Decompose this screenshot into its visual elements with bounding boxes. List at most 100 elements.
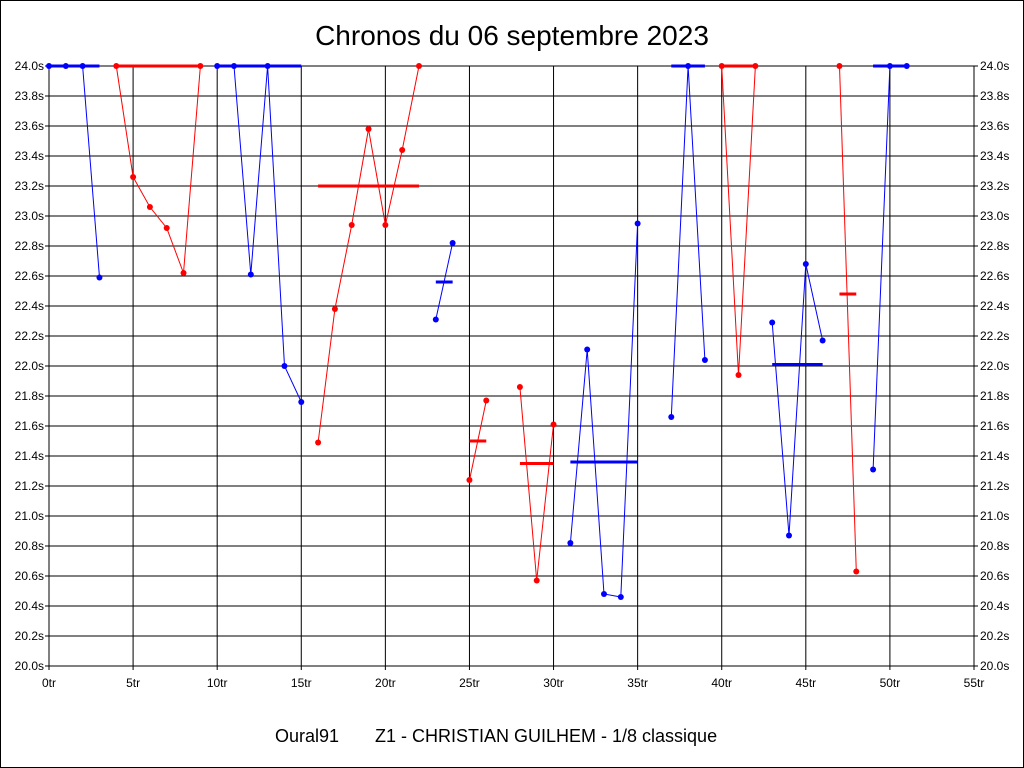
blue-data-point: [903, 63, 910, 69]
y-tick-label-right: 23.4s: [980, 149, 1009, 163]
tick-labels: 20.0s 20.0s 20.2s 20.2s 20.4s 20.4s 20.6s 20.6s…: [15, 59, 1010, 690]
y-tick-label-right: 22.8s: [980, 239, 1009, 253]
blue-data-point: [870, 466, 877, 473]
y-tick-label-right: 21.6s: [980, 419, 1009, 433]
x-tick-label: 25tr: [459, 676, 480, 690]
y-tick-label-left: 21.8s: [15, 389, 44, 403]
y-tick-label-left: 20.2s: [15, 629, 44, 643]
y-tick-label-left: 21.4s: [15, 449, 44, 463]
red-data-point: [382, 222, 389, 228]
blue-data-point: [601, 591, 607, 597]
blue-data-point: [617, 594, 624, 600]
grid-layer: [45, 65, 978, 670]
red-series-line: [115, 65, 201, 274]
blue-data-point: [786, 532, 792, 539]
footer-right-label: Z1 - CHRISTIAN GUILHEM - 1/8 classique: [375, 726, 717, 746]
y-tick-label-right: 23.6s: [980, 119, 1009, 133]
blue-data-point: [298, 399, 305, 405]
blue-data-point: [819, 337, 826, 344]
red-series-line: [469, 400, 487, 481]
blue-data-point: [449, 240, 456, 246]
blue-data-point: [769, 319, 776, 326]
x-tick-label: 50tr: [880, 676, 901, 690]
red-data-point: [550, 421, 557, 428]
x-tick-label: 35tr: [627, 676, 648, 690]
red-data-point: [365, 126, 372, 132]
y-tick-label-left: 21.6s: [15, 419, 44, 433]
footer-left-label: Oural91: [275, 726, 339, 746]
y-tick-label-left: 20.0s: [15, 659, 44, 673]
chart-title: Chronos du 06 septembre 2023: [315, 20, 709, 51]
blue-data-point: [432, 316, 439, 323]
y-tick-label-right: 22.2s: [980, 329, 1009, 343]
y-tick-label-right: 21.0s: [980, 509, 1009, 523]
red-data-point: [735, 372, 742, 378]
blue-data-point: [46, 63, 52, 69]
red-series-line: [721, 65, 756, 376]
red-series-line: [839, 65, 857, 572]
red-data-point: [146, 204, 153, 210]
red-data-point: [853, 568, 860, 575]
y-tick-label-right: 20.0s: [980, 659, 1009, 673]
red-data-point: [718, 63, 725, 69]
red-series-line: [317, 65, 420, 443]
y-tick-label-right: 20.6s: [980, 569, 1009, 583]
y-tick-label-right: 20.8s: [980, 539, 1009, 553]
y-tick-label-left: 20.6s: [15, 569, 44, 583]
blue-series-line: [569, 223, 639, 598]
y-tick-label-right: 21.8s: [980, 389, 1009, 403]
blue-data-point: [96, 274, 103, 281]
red-data-point: [113, 63, 120, 69]
y-tick-label-left: 20.8s: [15, 539, 44, 553]
x-tick-label: 0tr: [42, 676, 56, 690]
plot-area-border: [48, 65, 975, 667]
y-tick-label-right: 23.8s: [980, 89, 1009, 103]
blue-data-point: [79, 63, 86, 69]
blue-data-point: [231, 63, 237, 69]
blue-data-point: [62, 63, 69, 69]
blue-data-point: [584, 346, 591, 353]
x-tick-label: 20tr: [375, 676, 396, 690]
red-data-point: [331, 306, 338, 312]
y-tick-label-left: 21.0s: [15, 509, 44, 523]
blue-data-point: [701, 357, 708, 363]
red-data-point: [163, 225, 170, 231]
y-tick-label-right: 21.4s: [980, 449, 1009, 463]
blue-series-line: [771, 263, 824, 536]
y-tick-label-left: 22.6s: [15, 269, 44, 283]
red-data-point: [180, 270, 187, 276]
x-tick-label: 15tr: [291, 676, 312, 690]
y-tick-label-left: 22.2s: [15, 329, 44, 343]
red-data-point: [466, 477, 473, 483]
y-tick-label-left: 22.0s: [15, 359, 44, 373]
y-tick-label-left: 23.4s: [15, 149, 44, 163]
red-data-point: [533, 577, 540, 584]
y-tick-label-right: 22.4s: [980, 299, 1009, 313]
blue-series-line: [49, 65, 100, 278]
blue-data-point: [685, 63, 692, 69]
blue-data-point: [668, 414, 675, 420]
red-data-point: [399, 147, 406, 153]
series-layer: [46, 63, 910, 600]
blue-data-point: [802, 261, 809, 267]
y-tick-label-right: 21.2s: [980, 479, 1009, 493]
y-tick-label-right: 23.2s: [980, 179, 1009, 193]
y-tick-label-left: 22.4s: [15, 299, 44, 313]
y-tick-label-right: 20.2s: [980, 629, 1009, 643]
y-tick-label-right: 24.0s: [980, 59, 1009, 73]
x-tick-label: 55tr: [964, 676, 985, 690]
red-data-point: [130, 174, 137, 180]
blue-data-point: [214, 63, 221, 69]
y-tick-label-left: 23.8s: [15, 89, 44, 103]
blue-series-line: [670, 65, 706, 418]
y-tick-label-right: 22.0s: [980, 359, 1009, 373]
blue-data-point: [264, 63, 271, 69]
red-data-point: [197, 63, 204, 69]
y-tick-label-left: 23.2s: [15, 179, 44, 193]
x-tick-label: 5tr: [126, 676, 140, 690]
blue-series-line: [217, 65, 302, 403]
blue-data-point: [567, 540, 574, 546]
x-tick-label: 45tr: [795, 676, 816, 690]
red-data-point: [483, 397, 490, 404]
